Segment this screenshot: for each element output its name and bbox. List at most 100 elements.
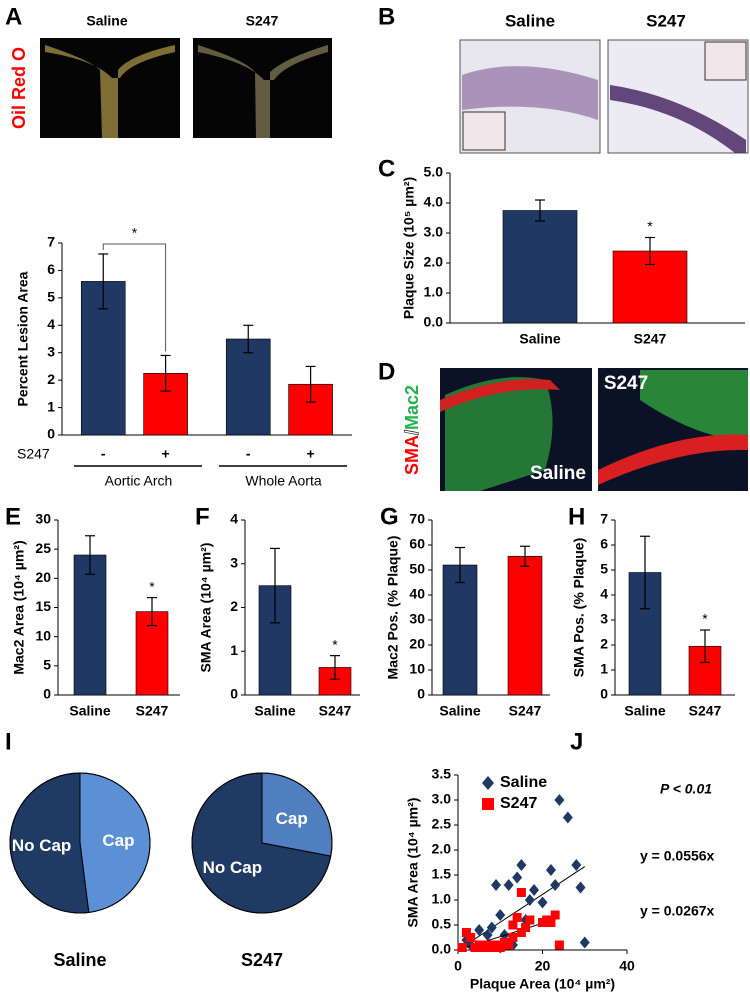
- point: [575, 881, 586, 894]
- point: [521, 923, 531, 932]
- x-tick-label: 20: [535, 958, 551, 974]
- aorta-shape: [198, 45, 328, 138]
- annotation: *: [647, 218, 653, 234]
- point: [516, 859, 527, 871]
- image-title: Saline: [505, 11, 555, 30]
- point: [550, 910, 560, 920]
- y-tick-label: 7: [47, 234, 55, 250]
- y-tick-label: 0: [43, 686, 51, 702]
- stain-label: Oil Red O: [9, 47, 29, 129]
- image-title: Saline: [86, 13, 127, 29]
- oil-red-o-images: [40, 38, 332, 138]
- point: [482, 929, 493, 941]
- point: [525, 915, 535, 925]
- x-tick-label: S247: [509, 703, 542, 719]
- stain-part: Mac2: [402, 385, 422, 430]
- panel-letter: G: [380, 503, 399, 530]
- y-tick-label: 2: [230, 598, 238, 614]
- panel-letter: F: [195, 503, 210, 530]
- image-title: S247: [646, 11, 686, 30]
- y-tick-label: 20: [409, 636, 425, 652]
- annotation: *: [149, 578, 155, 594]
- x-tick-label: 40: [619, 958, 635, 974]
- point: [474, 924, 485, 936]
- point: [495, 909, 506, 921]
- inset: [462, 111, 506, 151]
- pie-label-box: Cap: [275, 808, 308, 828]
- annotation: *: [332, 636, 338, 652]
- x-tick-label: Saline: [439, 703, 480, 719]
- y-tick-label: 4: [230, 511, 238, 527]
- panel-letter: I: [5, 728, 12, 755]
- y-axis-label: SMA Area (10⁴ µm²): [405, 798, 421, 928]
- y-tick-label: 40: [409, 586, 425, 602]
- inset: [704, 41, 747, 81]
- pie-label-box: No Cap: [11, 835, 72, 855]
- x-tick-label: 0: [454, 958, 462, 974]
- y-tick-label: 10: [409, 661, 425, 677]
- panel-letter: J: [570, 728, 583, 755]
- legend-label: S247: [500, 795, 537, 812]
- point: [512, 913, 522, 922]
- y-tick-label: 3: [47, 343, 55, 359]
- y-tick-label: 2: [600, 636, 608, 652]
- pie-outline: [191, 772, 333, 914]
- annotation: *: [132, 225, 138, 241]
- y-axis-label: Percent Lesion Area: [15, 271, 31, 406]
- point: [508, 933, 518, 942]
- point: [508, 920, 518, 930]
- y-tick-label: 3: [230, 554, 238, 570]
- x-tick-label: Saline: [254, 703, 295, 719]
- bar: [442, 564, 478, 696]
- point: [529, 884, 540, 896]
- point: [562, 811, 573, 824]
- x-tick-label: S247: [689, 703, 722, 719]
- pie-label: No Cap: [11, 835, 72, 855]
- point: [512, 871, 523, 884]
- y-tick-label: 0: [600, 686, 608, 702]
- panel-letter: D: [378, 358, 395, 385]
- x-axis-label: Plaque Area (10⁴ µm²): [470, 976, 615, 992]
- y-tick-label: 0.5: [432, 916, 452, 932]
- point: [491, 879, 502, 891]
- y-tick-label: 4.0: [424, 194, 444, 210]
- x-tick-label: Saline: [519, 331, 560, 347]
- point: [571, 859, 582, 871]
- significance-bracket: [102, 243, 167, 352]
- y-tick-label: 6: [47, 261, 55, 277]
- y-tick-label: 0: [417, 686, 425, 702]
- y-tick-label: 4: [600, 586, 608, 602]
- pie-label: Cap: [102, 831, 135, 851]
- x-tick-label: S247: [634, 331, 667, 347]
- y-tick-label: 1.0: [432, 891, 452, 907]
- point: [579, 936, 590, 949]
- y-tick-label: 3: [600, 611, 608, 627]
- pie-outline: [9, 772, 151, 914]
- y-tick-label: 2.0: [424, 254, 444, 270]
- annotation: P < 0.01: [660, 781, 712, 797]
- aorta-shape: [45, 45, 175, 138]
- stain-part: SMA: [402, 435, 422, 475]
- tissue: [610, 85, 746, 153]
- pie-label: Cap: [275, 808, 308, 828]
- bar: [288, 383, 333, 436]
- legend-label: Saline: [500, 774, 547, 791]
- immunofluorescence-images: [440, 368, 748, 491]
- annotation: y = 0.0556x: [640, 848, 715, 864]
- series-label: -: [101, 446, 106, 462]
- series-axis-label: S247: [17, 446, 50, 462]
- mac2-stain: [445, 377, 553, 491]
- y-tick-label: 1.5: [432, 866, 452, 882]
- image-title: Saline: [530, 463, 586, 484]
- x-tick-label: Saline: [69, 703, 110, 719]
- y-axis-label: SMA Pos. (% Plaque): [571, 538, 587, 678]
- y-tick-label: 3.5: [432, 766, 452, 782]
- y-tick-label: 0: [230, 686, 238, 702]
- mac2-stain: [640, 370, 748, 440]
- panel-letter: A: [5, 3, 22, 30]
- y-tick-label: 3.0: [424, 224, 444, 240]
- point: [554, 794, 565, 806]
- x-tick-label: S247: [319, 703, 352, 719]
- bar: [225, 338, 271, 436]
